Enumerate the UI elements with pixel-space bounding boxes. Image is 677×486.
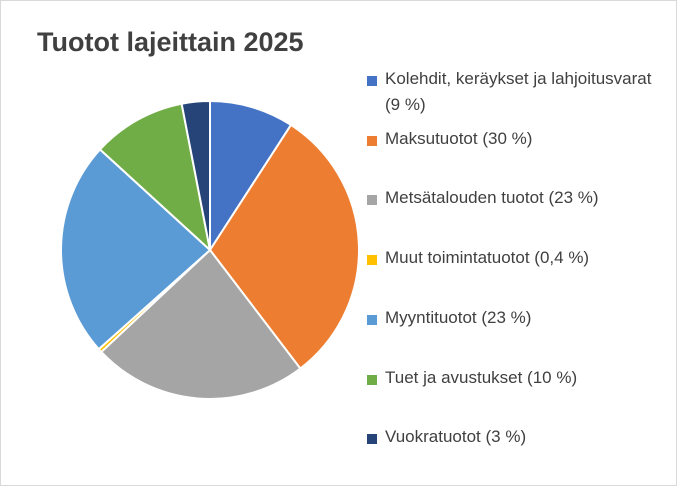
- legend-label: Vuokratuotot (3 %): [385, 427, 527, 447]
- pie-slice: [180, 99, 211, 251]
- legend-item: Vuokratuotot (3 %): [367, 427, 667, 450]
- legend-swatch: [367, 195, 377, 206]
- legend-item: Tuet ja avustukset (10 %): [367, 368, 667, 391]
- legend-label: Maksutuotot (30 %): [385, 128, 533, 148]
- legend-label: Kolehdit, keräykset ja lahjoitusvarat (9…: [385, 69, 652, 114]
- pie-slice: [208, 123, 360, 370]
- legend-item: Kolehdit, keräykset ja lahjoitusvarat (9…: [367, 69, 667, 118]
- legend-item: Muut toimintatuotot (0,4 %): [367, 248, 667, 271]
- legend-label: Tuet ja avustukset (10 %): [385, 367, 578, 387]
- legend-label: Myyntituotot (23 %): [385, 307, 532, 327]
- pie-slice: [209, 99, 293, 254]
- legend-item: Myyntituotot (23 %): [367, 308, 667, 331]
- legend-swatch: [367, 76, 377, 86]
- pie-slice: [60, 148, 212, 351]
- legend-swatch: [367, 314, 377, 325]
- pie-slice: [99, 248, 302, 400]
- legend-item: Maksutuotot (30 %): [367, 129, 667, 152]
- legend-swatch: [367, 374, 377, 385]
- legend-item: Metsätalouden tuotot (23 %): [367, 188, 667, 211]
- legend-swatch: [367, 434, 377, 445]
- pie-slice: [98, 102, 212, 253]
- legend-swatch: [367, 255, 377, 266]
- chart-title: Tuotot lajeittain 2025: [37, 27, 304, 57]
- legend-label: Metsätalouden tuotot (23 %): [385, 188, 599, 208]
- legend-swatch: [367, 135, 377, 146]
- legend-label: Muut toimintatuotot (0,4 %): [385, 248, 590, 268]
